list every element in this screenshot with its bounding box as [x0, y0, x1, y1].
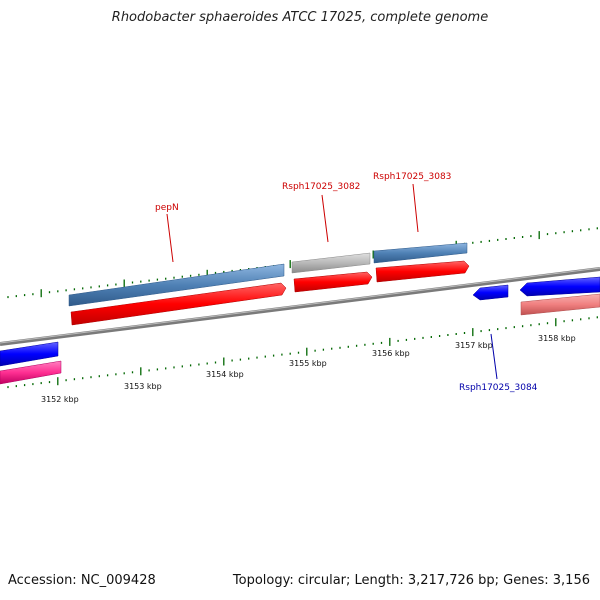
cds-arrow-Rsph17025_3082 [293, 271, 373, 293]
tick-label-3154: 3154 kbp [206, 370, 244, 379]
cds-bar-left-reverse [0, 341, 59, 367]
genome-backbone [0, 267, 600, 346]
gene-bar-pepN [68, 263, 285, 307]
cds-arrow-Rsph17025_3083 [375, 260, 470, 283]
cds-arrow-pepN [70, 282, 287, 326]
genome-backbone-highlight [0, 267, 600, 344]
gene-label-pepN: pepN [155, 203, 179, 213]
leader-line-pepN [166, 213, 174, 263]
cds-arrow-Rsph17025_3084 [472, 284, 509, 301]
tick-label-3158: 3158 kbp [538, 334, 576, 343]
gene-bar-Rsph17025_3082 [291, 252, 371, 274]
gene-bar-Rsph17025_3083 [373, 242, 468, 264]
leader-line-Rsph17025_3082 [321, 194, 329, 243]
tick-label-3152: 3152 kbp [41, 395, 79, 404]
tick-label-3155: 3155 kbp [289, 359, 327, 368]
leader-line-Rsph17025_3084 [490, 333, 498, 380]
accession-label: Accession: NC_009428 [8, 573, 156, 588]
cds-arrow-right-reverse [519, 276, 600, 297]
gene-label-Rsph17025_3082: Rsph17025_3082 [282, 182, 360, 192]
tick-label-3153: 3153 kbp [124, 382, 162, 391]
genome-title: Rhodobacter sphaeroides ATCC 17025, comp… [111, 10, 489, 25]
gene-label-Rsph17025_3083: Rsph17025_3083 [373, 172, 451, 182]
genome-summary: Topology: circular; Length: 3,217,726 bp… [232, 573, 590, 588]
tick-label-3156: 3156 kbp [372, 349, 410, 358]
gene-bar-left-reverse [0, 360, 62, 385]
tick-label-3157: 3157 kbp [455, 341, 493, 350]
lower-scale-track [7, 316, 598, 389]
gene-bar-right-reverse [520, 293, 600, 316]
leader-line-Rsph17025_3083 [412, 183, 419, 233]
gene-label-Rsph17025_3084: Rsph17025_3084 [459, 383, 538, 393]
